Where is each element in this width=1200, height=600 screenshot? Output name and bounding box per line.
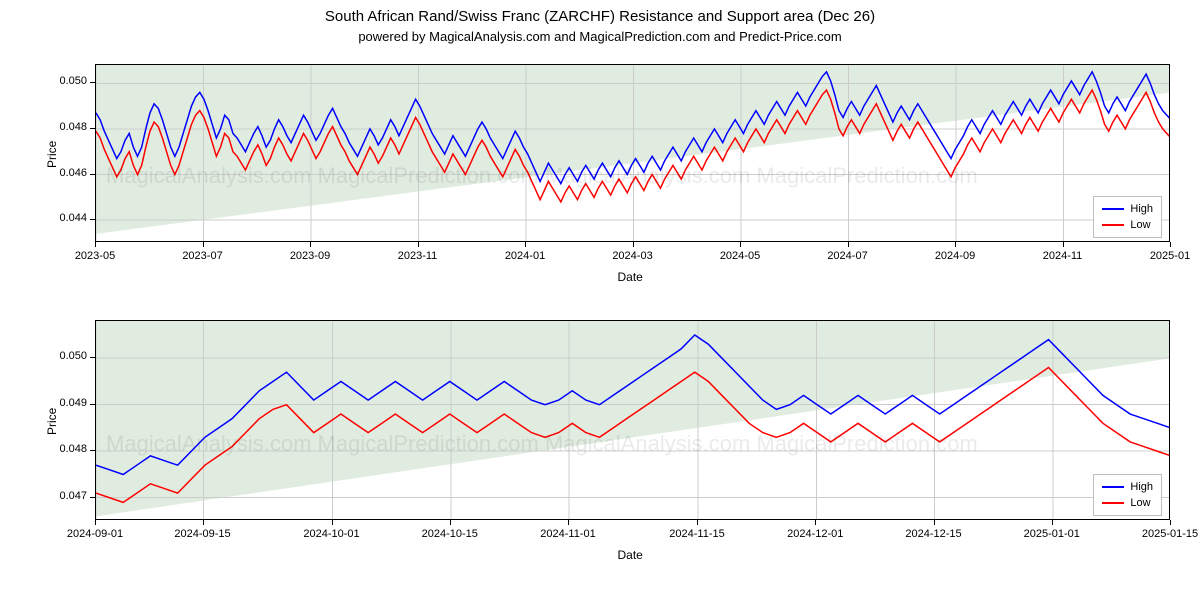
bottom-chart-svg bbox=[96, 321, 1170, 520]
x-tick-label: 2023-05 bbox=[65, 250, 125, 262]
y-axis-label: Price bbox=[45, 408, 59, 435]
x-tick-label: 2024-05 bbox=[710, 250, 770, 262]
y-tick-label: 0.049 bbox=[59, 397, 87, 409]
x-tick-label: 2025-01-01 bbox=[1022, 528, 1082, 540]
legend: High Low bbox=[1093, 196, 1162, 238]
legend-label: High bbox=[1130, 203, 1153, 215]
page-title: South African Rand/Swiss Franc (ZARCHF) … bbox=[0, 0, 1200, 25]
x-axis-label: Date bbox=[618, 548, 643, 562]
legend-swatch bbox=[1102, 224, 1124, 226]
y-tick-label: 0.044 bbox=[59, 212, 87, 224]
top-chart-plot: MagicalAnalysis.com MagicalPrediction.co… bbox=[95, 64, 1170, 242]
x-tick-label: 2023-07 bbox=[173, 250, 233, 262]
legend-swatch bbox=[1102, 502, 1124, 504]
x-tick-label: 2025-01-15 bbox=[1140, 528, 1200, 540]
x-tick-label: 2023-11 bbox=[388, 250, 448, 262]
x-tick-label: 2024-09-01 bbox=[65, 528, 125, 540]
legend-item: Low bbox=[1102, 495, 1153, 511]
x-tick-label: 2024-01 bbox=[495, 250, 555, 262]
y-tick-label: 0.048 bbox=[59, 443, 87, 455]
legend-label: Low bbox=[1130, 497, 1150, 509]
x-tick-label: 2025-01 bbox=[1140, 250, 1200, 262]
x-tick-label: 2024-11-01 bbox=[538, 528, 598, 540]
x-tick-label: 2024-11-15 bbox=[667, 528, 727, 540]
y-tick-label: 0.048 bbox=[59, 121, 87, 133]
legend-item: Low bbox=[1102, 217, 1153, 233]
y-tick-label: 0.047 bbox=[59, 490, 87, 502]
chart-page: South African Rand/Swiss Franc (ZARCHF) … bbox=[0, 0, 1200, 600]
y-tick-label: 0.050 bbox=[59, 75, 87, 87]
x-tick-label: 2023-09 bbox=[280, 250, 340, 262]
x-tick-label: 2024-11 bbox=[1033, 250, 1093, 262]
legend-swatch bbox=[1102, 486, 1124, 488]
x-tick-label: 2024-09 bbox=[925, 250, 985, 262]
top-chart-svg bbox=[96, 65, 1170, 242]
x-tick-label: 2024-03 bbox=[603, 250, 663, 262]
legend-swatch bbox=[1102, 208, 1124, 210]
x-tick-label: 2024-07 bbox=[818, 250, 878, 262]
x-tick-label: 2024-10-01 bbox=[302, 528, 362, 540]
legend-label: High bbox=[1130, 481, 1153, 493]
y-axis-label: Price bbox=[45, 141, 59, 168]
legend-label: Low bbox=[1130, 219, 1150, 231]
legend-item: High bbox=[1102, 479, 1153, 495]
x-tick-label: 2024-10-15 bbox=[420, 528, 480, 540]
x-tick-label: 2024-12-15 bbox=[904, 528, 964, 540]
bottom-chart-plot: MagicalAnalysis.com MagicalPrediction.co… bbox=[95, 320, 1170, 520]
top-chart-panel: MagicalAnalysis.com MagicalPrediction.co… bbox=[0, 64, 1200, 312]
x-axis-label: Date bbox=[618, 270, 643, 284]
y-tick-label: 0.046 bbox=[59, 167, 87, 179]
legend-item: High bbox=[1102, 201, 1153, 217]
x-tick-label: 2024-12-01 bbox=[785, 528, 845, 540]
legend: High Low bbox=[1093, 474, 1162, 516]
x-tick-label: 2024-09-15 bbox=[173, 528, 233, 540]
bottom-chart-panel: MagicalAnalysis.com MagicalPrediction.co… bbox=[0, 320, 1200, 590]
page-subtitle: powered by MagicalAnalysis.com and Magic… bbox=[0, 25, 1200, 48]
y-tick-label: 0.050 bbox=[59, 350, 87, 362]
